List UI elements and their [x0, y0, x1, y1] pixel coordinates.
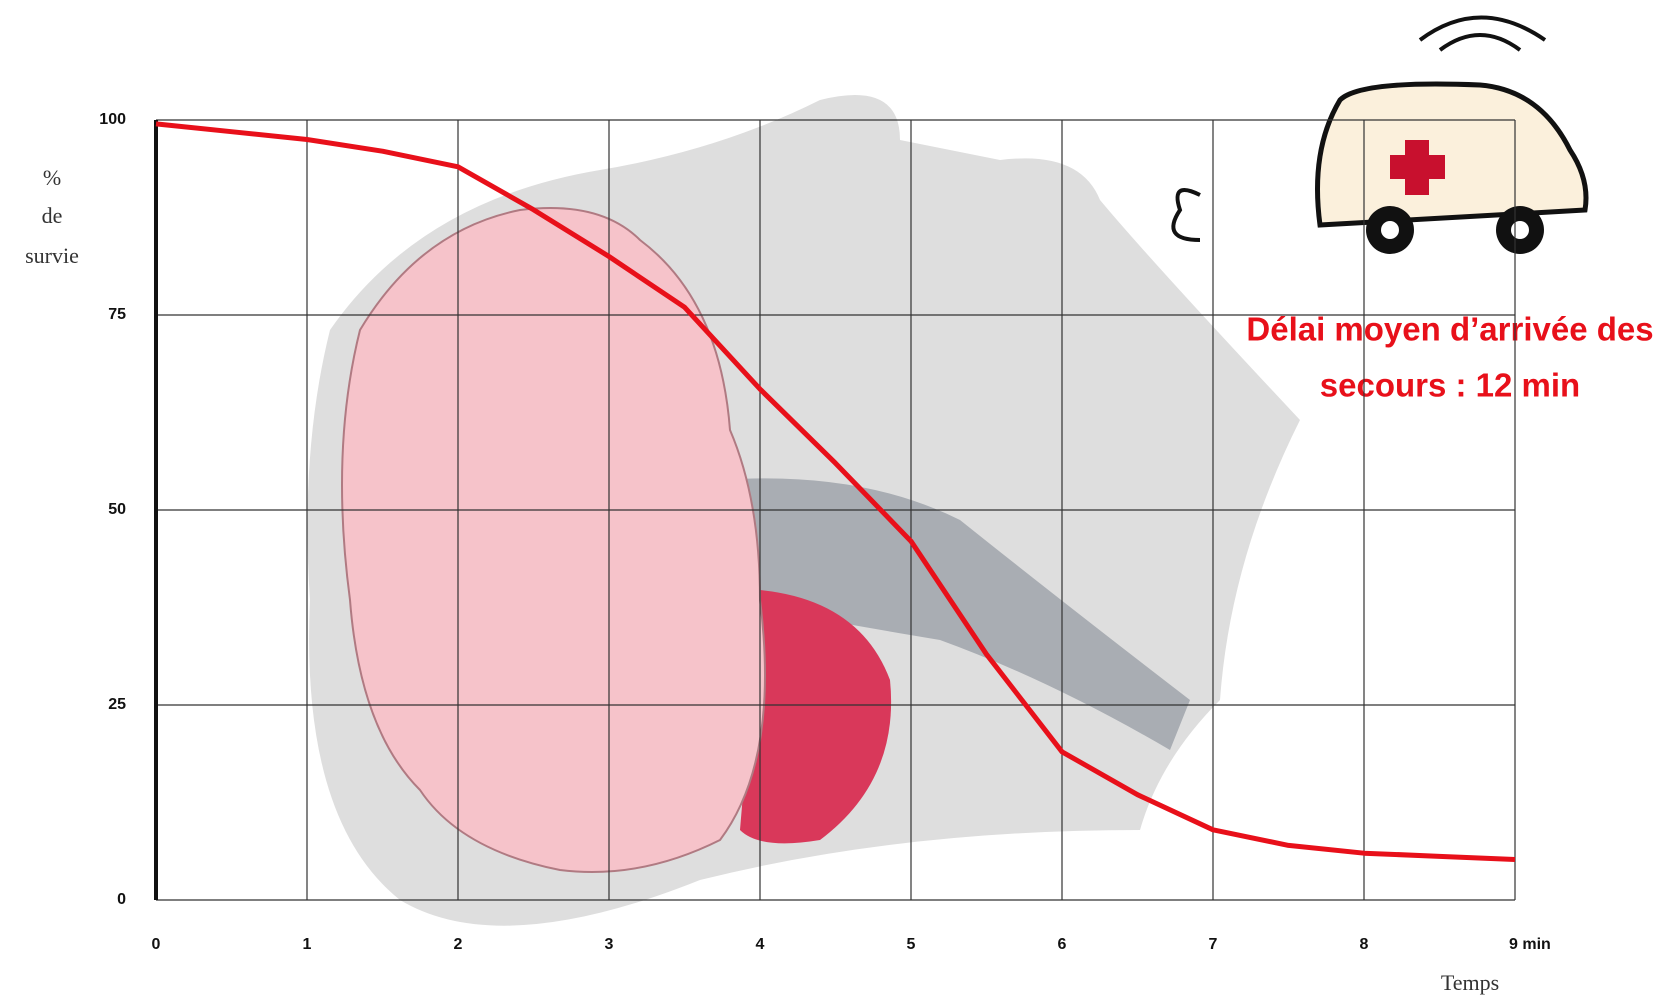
- y-tick-label: 100: [99, 111, 126, 128]
- line-series: [155, 121, 1516, 862]
- x-tick-label: 9 min: [1509, 936, 1551, 953]
- x-tick-label: 7: [1209, 936, 1218, 953]
- y-tick-label: 25: [108, 696, 126, 713]
- x-tick-label: 4: [756, 936, 765, 953]
- x-axis-label: Temps: [1441, 970, 1499, 995]
- annotation: Délai moyen d’arrivée des: [1246, 311, 1653, 348]
- y-axis-label: survie: [25, 243, 79, 268]
- y-tick-label: 50: [108, 501, 126, 518]
- x-tick-label: 8: [1360, 936, 1369, 953]
- x-tick-label: 3: [605, 936, 614, 953]
- annotation: secours : 12 min: [1320, 367, 1580, 404]
- y-axis-label: %: [43, 165, 61, 190]
- y-tick-label: 0: [117, 891, 126, 908]
- x-tick-label: 6: [1058, 936, 1067, 953]
- x-tick-label: 2: [454, 936, 463, 953]
- ambulance-icon: [1171, 15, 1589, 254]
- x-tick-label: 0: [152, 936, 161, 953]
- x-tick-label: 5: [907, 936, 916, 953]
- y-axis-label: de: [42, 203, 63, 228]
- x-tick-label: 1: [303, 936, 312, 953]
- y-tick-label: 75: [108, 306, 126, 323]
